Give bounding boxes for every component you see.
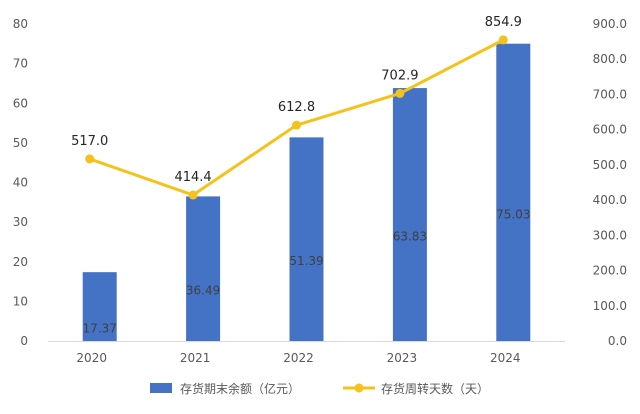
legend-line-label: 存货周转天数（天）	[381, 381, 489, 396]
left-tick-label: 60	[13, 96, 28, 110]
left-tick-label: 30	[13, 215, 28, 229]
right-tick-label: 900.0	[593, 17, 627, 31]
line-point	[498, 35, 508, 45]
right-tick-label: 200.0	[593, 264, 627, 278]
left-tick-label: 20	[13, 255, 28, 269]
line-data-label: 854.9	[485, 15, 522, 30]
legend: 存货期末余额（亿元） 存货周转天数（天）	[150, 381, 489, 396]
right-tick-label: 400.0	[593, 193, 627, 207]
left-tick-label: 0	[20, 334, 28, 348]
x-tick-label: 2024	[490, 351, 521, 365]
bar	[496, 43, 531, 341]
left-axis-ticks: 0 10 20 30 40 50 60 70 80	[13, 17, 28, 348]
left-tick-label: 80	[13, 17, 28, 31]
x-tick-label: 2022	[283, 351, 314, 365]
line-series: 517.0 414.4 612.8 702.9 854.9	[71, 15, 522, 200]
left-tick-label: 40	[13, 176, 28, 190]
left-tick-label: 10	[13, 294, 28, 308]
line-data-label: 517.0	[71, 134, 108, 149]
legend-bar-label: 存货期末余额（亿元）	[180, 381, 300, 396]
bar-data-label: 63.83	[393, 230, 427, 244]
x-tick-label: 2021	[180, 351, 211, 365]
right-tick-label: 700.0	[593, 87, 627, 101]
bar	[82, 272, 117, 341]
bar-data-label: 17.37	[83, 322, 117, 336]
right-tick-label: 800.0	[593, 52, 627, 66]
bar	[289, 137, 324, 341]
right-tick-label: 0.0	[608, 334, 627, 348]
right-tick-label: 300.0	[593, 228, 627, 242]
bar-data-label: 36.49	[186, 284, 220, 298]
line-point	[85, 154, 95, 164]
right-tick-label: 600.0	[593, 123, 627, 137]
right-axis-ticks: 0.0 100.0 200.0 300.0 400.0 500.0 600.0 700.0 80…	[593, 17, 627, 348]
bar-series: 17.37 36.49 51.39 63.83 75.03	[82, 43, 531, 341]
line-data-label: 414.4	[174, 170, 211, 185]
x-axis-ticks: 2020 2021 2022 2023 2024	[76, 351, 520, 365]
bar-data-label: 51.39	[289, 254, 323, 268]
bar	[186, 196, 221, 341]
line-data-label: 702.9	[381, 68, 418, 83]
line-point	[188, 190, 198, 200]
legend-bar-swatch	[150, 383, 172, 393]
right-tick-label: 100.0	[593, 299, 627, 313]
line-data-label: 612.8	[278, 100, 315, 115]
right-tick-label: 500.0	[593, 158, 627, 172]
x-tick-label: 2023	[387, 351, 418, 365]
legend-line-dot	[354, 383, 364, 393]
line-point	[395, 88, 405, 98]
bar	[392, 88, 427, 341]
left-tick-label: 50	[13, 136, 28, 150]
line-point	[292, 120, 301, 130]
left-tick-label: 70	[13, 57, 28, 71]
bar-data-label: 75.03	[496, 207, 530, 221]
x-tick-label: 2020	[76, 351, 107, 365]
